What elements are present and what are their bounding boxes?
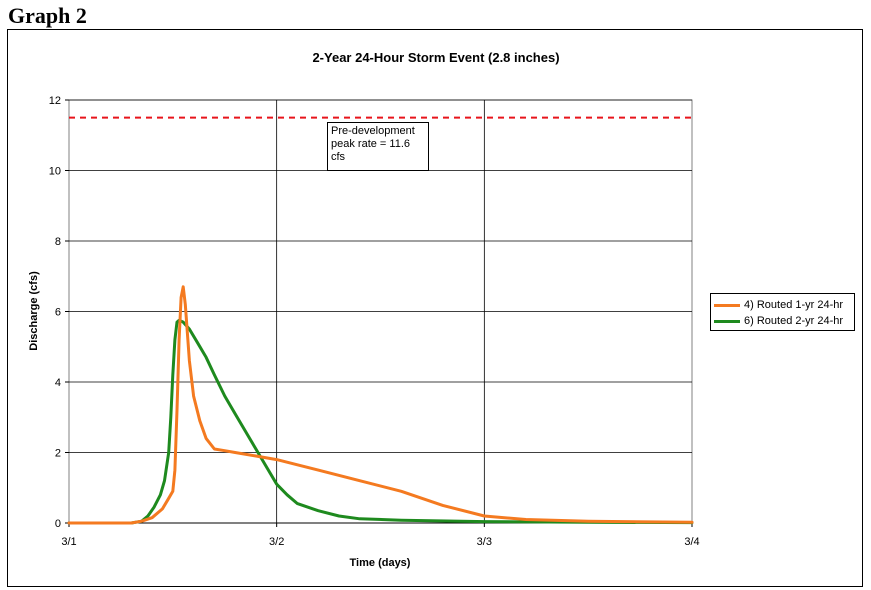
series-line-2yr bbox=[67, 318, 694, 525]
y-tick-label: 12 bbox=[49, 95, 61, 107]
document-heading: Graph 2 bbox=[8, 3, 87, 28]
x-axis-label: Time (days) bbox=[350, 557, 411, 569]
series-line-1yr bbox=[67, 285, 694, 525]
y-axis-label: Discharge (cfs) bbox=[28, 271, 40, 351]
y-tick-label: 0 bbox=[55, 518, 61, 530]
legend-item-1yr: 4) Routed 1-yr 24-hr bbox=[714, 298, 843, 312]
annotation-box: Pre-development peak rate = 11.6 cfs bbox=[327, 122, 429, 171]
x-tick-label: 3/4 bbox=[684, 536, 699, 548]
legend: 4) Routed 1-yr 24-hr 6) Routed 2-yr 24-h… bbox=[710, 293, 855, 331]
x-tick-label: 3/1 bbox=[61, 536, 76, 548]
legend-item-2yr: 6) Routed 2-yr 24-hr bbox=[714, 314, 843, 328]
y-tick-label: 10 bbox=[49, 166, 61, 178]
legend-swatch-2yr bbox=[714, 319, 740, 323]
x-tick-label: 3/3 bbox=[477, 536, 492, 548]
y-tick-label: 2 bbox=[55, 448, 61, 460]
legend-label-1yr: 4) Routed 1-yr 24-hr bbox=[744, 299, 844, 311]
y-axis-ticks: 0 2 4 6 8 10 12 bbox=[49, 95, 69, 530]
x-tick-label: 3/2 bbox=[269, 536, 284, 548]
legend-label-2yr: 6) Routed 2-yr 24-hr bbox=[744, 315, 844, 327]
y-tick-label: 4 bbox=[55, 377, 61, 389]
y-tick-label: 6 bbox=[55, 307, 61, 319]
grid-lines bbox=[69, 99, 692, 524]
legend-swatch-1yr bbox=[714, 303, 740, 307]
y-tick-label: 8 bbox=[55, 236, 61, 248]
x-axis-ticks: 3/1 3/2 3/3 3/4 bbox=[61, 523, 700, 548]
series-group bbox=[67, 285, 694, 525]
chart-title: 2-Year 24-Hour Storm Event (2.8 inches) bbox=[312, 50, 559, 65]
